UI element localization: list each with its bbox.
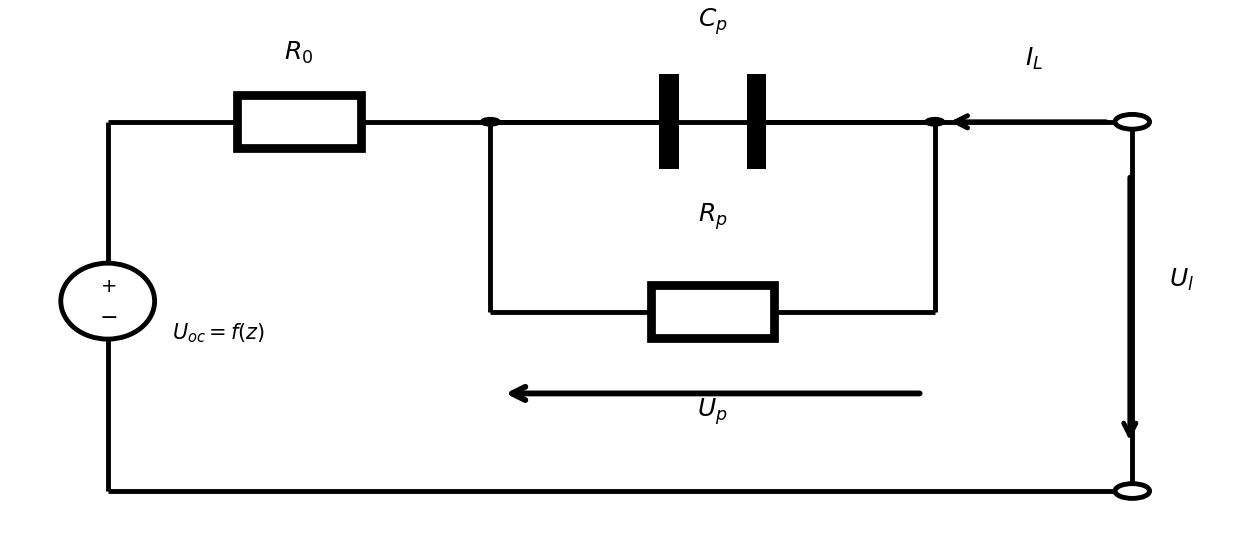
Text: $U_l$: $U_l$ (1169, 267, 1194, 293)
Text: $U_p$: $U_p$ (697, 397, 728, 427)
Bar (658, 75, 678, 169)
Text: $+$: $+$ (99, 277, 115, 296)
Bar (746, 75, 766, 169)
Circle shape (1115, 483, 1149, 498)
Circle shape (481, 117, 500, 126)
Text: $-$: $-$ (98, 306, 117, 325)
Text: $R_p$: $R_p$ (698, 202, 728, 232)
Text: $R_0$: $R_0$ (284, 40, 314, 66)
Circle shape (1115, 114, 1149, 129)
Text: $C_p$: $C_p$ (698, 6, 728, 37)
Text: $U_{oc}=f(z)$: $U_{oc}=f(z)$ (172, 321, 265, 345)
Circle shape (925, 117, 945, 126)
Bar (651, 285, 774, 338)
Ellipse shape (61, 263, 155, 339)
Bar (237, 95, 361, 148)
Text: $I_L$: $I_L$ (1024, 46, 1043, 72)
